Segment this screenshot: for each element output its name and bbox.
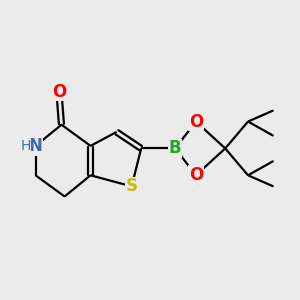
Text: O: O xyxy=(189,166,203,184)
Text: B: B xyxy=(169,140,182,158)
Text: S: S xyxy=(126,177,138,195)
Text: O: O xyxy=(52,82,66,100)
Text: N: N xyxy=(28,137,43,155)
Text: N: N xyxy=(28,137,43,155)
Text: H: H xyxy=(20,139,31,153)
Text: O: O xyxy=(189,112,203,130)
